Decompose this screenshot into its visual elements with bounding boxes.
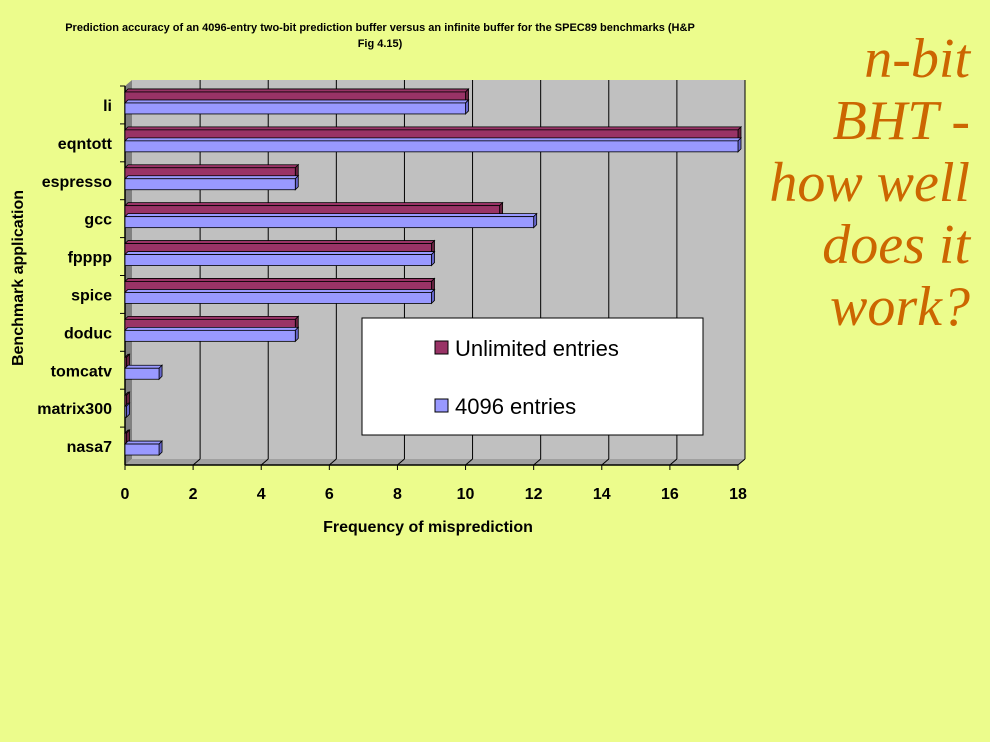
bar-face: [124, 102, 466, 115]
x-tick-label: 2: [189, 486, 198, 503]
bar-top: [124, 315, 300, 320]
gridline-floor: [601, 458, 610, 466]
x-tick-label: 12: [525, 486, 543, 503]
bar-end: [431, 250, 435, 267]
slide-side-title: n-bit BHT - how well does it work?: [769, 28, 970, 338]
x-tick-label: 18: [729, 486, 747, 503]
bar-face: [124, 443, 160, 456]
bar-end: [158, 364, 163, 381]
gridline-floor: [329, 458, 337, 466]
bar-fpppp-unlimited: [124, 239, 436, 256]
legend-box: [361, 317, 704, 436]
bar-eqntott-unlimited: [124, 125, 742, 142]
y-tick-label: matrix300: [37, 401, 112, 418]
bar-face: [124, 329, 296, 342]
bar-nasa7-4096: [124, 440, 164, 457]
y-axis-title: Benchmark application: [10, 190, 27, 366]
legend-swatch: [434, 340, 449, 355]
y-tick-label: gcc: [84, 212, 112, 229]
side-title-line: how well: [769, 152, 970, 214]
bar-face: [124, 292, 432, 304]
bar-end: [294, 326, 299, 343]
x-tick-label: 4: [257, 486, 266, 503]
bar-top: [124, 440, 164, 445]
bar-end: [126, 402, 130, 419]
gridline-floor: [465, 458, 473, 466]
bar-doduc-4096: [124, 326, 300, 343]
bar-face: [124, 405, 127, 418]
bar-gcc-4096: [124, 212, 538, 229]
y-tick-label: spice: [71, 287, 112, 304]
bar-face: [124, 216, 535, 229]
bar-face: [124, 178, 296, 191]
bar-end: [465, 98, 469, 115]
y-tick-label: espresso: [42, 174, 112, 191]
bar-end: [294, 174, 299, 191]
bar-li-4096: [124, 98, 470, 115]
bar-espresso-unlimited: [124, 163, 300, 180]
x-tick-label: 0: [121, 486, 130, 503]
bar-top: [124, 364, 164, 369]
bar-face: [124, 367, 160, 380]
gridline-floor: [260, 458, 269, 466]
side-title-line: BHT -: [832, 90, 970, 152]
x-tick-label: 6: [325, 486, 334, 503]
gridline-floor: [192, 458, 201, 466]
side-title-line: n-bit: [864, 28, 970, 90]
bar-top: [124, 164, 300, 169]
bar-top: [124, 251, 436, 255]
bar-top: [124, 240, 436, 244]
gridline-floor: [669, 458, 678, 466]
bar-top: [124, 289, 436, 293]
bar-top: [124, 202, 504, 207]
bar-spice-4096: [124, 288, 436, 305]
bar-top: [124, 213, 538, 218]
bar-face: [124, 254, 432, 266]
bar-face: [124, 140, 739, 153]
bar-tomcatv-4096: [124, 364, 164, 381]
y-tick-label: eqntott: [58, 136, 113, 153]
bar-top: [124, 126, 742, 131]
legend-label: Unlimited entries: [455, 336, 619, 361]
bar-matrix300-4096: [124, 402, 131, 419]
x-axis-title: Frequency of misprediction: [323, 519, 533, 536]
bar-top: [124, 175, 300, 180]
gridline-floor: [737, 458, 746, 466]
bar-top: [124, 278, 436, 282]
bar-fpppp-4096: [124, 250, 436, 267]
bar-end: [737, 136, 742, 153]
x-tick-label: 16: [661, 486, 679, 503]
legend-swatch: [434, 398, 449, 413]
plot-floor: [125, 459, 745, 465]
side-title-line: does it: [822, 214, 970, 276]
y-tick-label: tomcatv: [51, 363, 112, 380]
y-tick-label: li: [103, 98, 112, 115]
y-tick-label: fpppp: [68, 250, 113, 267]
x-tick-label: 14: [593, 486, 611, 503]
y-tick-label: nasa7: [67, 439, 112, 456]
bar-eqntott-4096: [124, 136, 742, 153]
y-tick-label: doduc: [64, 325, 112, 342]
gridline-floor: [397, 458, 405, 466]
bar-end: [158, 440, 163, 457]
bar-top: [124, 326, 300, 331]
bar-espresso-4096: [124, 174, 300, 191]
x-tick-label: 8: [393, 486, 402, 503]
bar-end: [533, 212, 538, 229]
bar-top: [124, 137, 742, 142]
side-title-line: work?: [830, 276, 970, 338]
gridline-floor: [533, 458, 541, 466]
legend-label: 4096 entries: [455, 394, 576, 419]
bar-end: [431, 288, 435, 305]
bar-top: [124, 99, 470, 104]
chart-title: Prediction accuracy of an 4096-entry two…: [65, 22, 695, 50]
bar-spice-unlimited: [124, 277, 436, 294]
x-tick-label: 10: [457, 486, 475, 503]
bar-top: [124, 88, 470, 93]
